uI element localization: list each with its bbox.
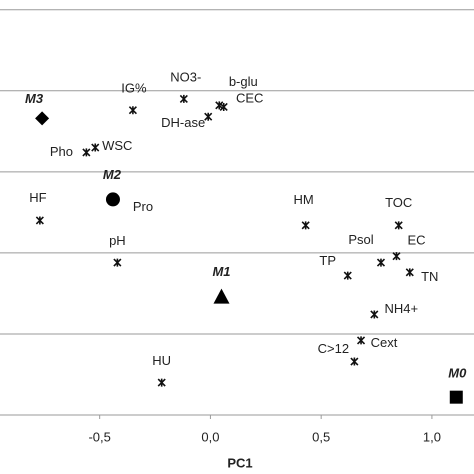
variable-point	[215, 101, 224, 110]
variable-label: IG%	[121, 81, 147, 96]
variable-label: DH-ase	[161, 115, 205, 130]
sample-label: M1	[212, 264, 230, 279]
variable-point	[370, 310, 379, 319]
variable-label: HU	[152, 353, 171, 368]
variable-label: Psol	[348, 232, 373, 247]
variable-label: EC	[407, 233, 425, 248]
variable-point	[219, 102, 228, 112]
variable-point	[376, 258, 386, 267]
variable-point	[113, 258, 122, 267]
x-tick-label: 0,0	[201, 429, 219, 444]
variable-label: TN	[421, 269, 438, 284]
variable-point	[301, 221, 310, 230]
variable-point	[179, 94, 188, 103]
variable-label: TOC	[385, 195, 412, 210]
sample-point	[449, 390, 463, 404]
sample-point	[105, 192, 120, 207]
variable-point	[394, 221, 403, 230]
variable-point	[91, 143, 100, 152]
variable-label: NH4+	[385, 301, 419, 316]
variable-point	[343, 271, 352, 280]
variable-point	[82, 148, 91, 157]
variable-label: Pho	[50, 144, 73, 159]
variable-label: WSC	[102, 138, 132, 153]
variable-label: CEC	[236, 90, 263, 105]
sample-point	[213, 288, 230, 304]
sample-label: M0	[448, 366, 467, 381]
variable-label: HM	[294, 192, 314, 207]
variable-point	[350, 357, 359, 366]
sample-label: M2	[103, 167, 122, 182]
x-tick-label: -0,5	[88, 429, 110, 444]
sample-label: M3	[25, 91, 44, 106]
variable-label: b-glu	[229, 74, 258, 89]
variable-label: Pro	[133, 199, 153, 214]
variable-label: HF	[29, 190, 46, 205]
variable-point	[35, 216, 44, 225]
x-axis-title: PC1	[227, 455, 252, 470]
sample-point	[35, 111, 50, 126]
variable-point	[405, 268, 414, 277]
variable-point	[204, 112, 213, 121]
variable-label: Cext	[371, 335, 398, 350]
x-tick-label: 0,5	[312, 429, 330, 444]
variable-point	[157, 378, 166, 387]
variable-label: C>12	[318, 341, 349, 356]
x-tick-label: 1,0	[423, 429, 441, 444]
variable-point	[392, 252, 401, 261]
variable-label: pH	[109, 233, 126, 248]
variable-label: NO3-	[170, 69, 201, 84]
variable-label: TP	[319, 253, 336, 268]
variable-point	[356, 336, 366, 345]
variable-point	[128, 106, 137, 115]
